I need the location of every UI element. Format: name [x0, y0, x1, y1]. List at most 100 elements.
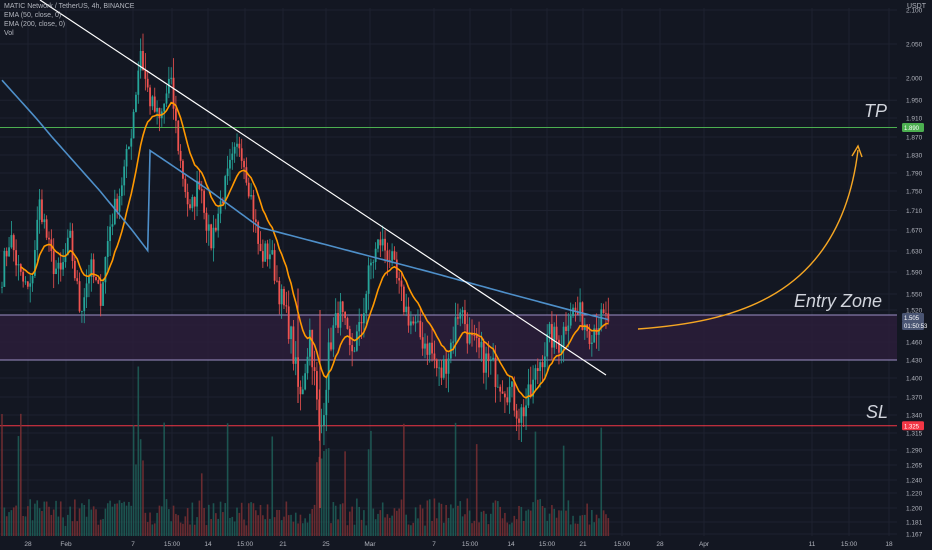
volume-bar	[102, 518, 104, 536]
vol-label[interactable]: Vol	[4, 30, 14, 37]
candle-body	[287, 306, 290, 340]
candle-body	[139, 51, 142, 71]
volume-bar	[83, 504, 86, 536]
candle-body	[588, 331, 591, 344]
candle-body	[344, 311, 346, 319]
candle-body	[468, 332, 471, 344]
candle-body	[529, 384, 532, 397]
volume-bar	[410, 525, 412, 536]
candle-body	[337, 313, 339, 328]
volume-bar	[172, 505, 175, 536]
volume-bar	[562, 445, 565, 536]
price-tick-label: 1.590	[906, 270, 923, 277]
candle-body	[109, 226, 111, 242]
candle-body	[419, 320, 422, 338]
candle-body	[304, 373, 307, 390]
price-tick-label: 1.950	[906, 98, 923, 105]
volume-bar	[276, 509, 278, 536]
volume-bar	[445, 505, 447, 536]
candle-body	[102, 282, 104, 306]
volume-bar	[273, 517, 276, 536]
volume-bar	[602, 510, 605, 536]
volume-bar	[534, 431, 537, 536]
candle-body	[464, 310, 466, 325]
candle-body	[250, 195, 252, 197]
volume-bar	[555, 517, 558, 536]
candles	[1, 33, 610, 508]
candle-body	[379, 239, 382, 246]
ema50-label[interactable]: EMA (50, close, 0)	[4, 12, 62, 19]
volume-bar	[161, 506, 163, 536]
volume-bar	[515, 519, 518, 536]
volume-bar	[158, 505, 161, 536]
candle-body	[435, 359, 438, 369]
volume-bar	[99, 519, 102, 536]
volume-bar	[522, 520, 525, 536]
price-axis[interactable]: 2.100 2.050 2.000 1.950 1.910 1.870 1.830 1.790…	[902, 8, 928, 539]
candle-body	[158, 107, 161, 119]
volume-bar	[45, 501, 48, 536]
ema200-label[interactable]: EMA (200, close, 0)	[4, 21, 66, 28]
volume-bar	[31, 520, 34, 536]
candle-body	[38, 199, 41, 220]
candle-body	[360, 322, 363, 324]
volume-bar	[388, 517, 391, 536]
volume-bar	[130, 505, 133, 536]
candle-body	[66, 237, 69, 256]
volume-bar	[219, 501, 222, 536]
volume-bar	[106, 503, 109, 536]
candle-body	[36, 219, 39, 250]
volume-bar	[586, 503, 588, 536]
candle-body	[189, 204, 191, 209]
volume-bar	[62, 517, 64, 536]
candle-body	[52, 251, 55, 275]
candle-body	[203, 190, 205, 213]
candle-body	[551, 324, 553, 348]
volume-bar	[168, 509, 170, 536]
volume-bar	[240, 502, 243, 536]
candle-body	[367, 265, 370, 294]
currency-label: USDT	[906, 3, 926, 10]
symbol-line[interactable]: MATIC Network / TetherUS, 4h, BINANCE	[4, 3, 135, 10]
volume-bar	[287, 515, 290, 536]
volume-bar	[280, 520, 283, 536]
candle-body	[17, 264, 20, 266]
candle-body	[69, 230, 72, 238]
candle-body	[539, 362, 542, 372]
price-tick-label: 1.460	[906, 340, 923, 347]
candle-body	[407, 306, 410, 326]
volume-bar	[128, 501, 130, 536]
volume-bar	[85, 516, 88, 536]
candle-body	[381, 238, 384, 246]
volume-bar	[55, 500, 57, 536]
candle-body	[433, 353, 436, 360]
candle-body	[306, 356, 309, 374]
price-tick-label: 1.790	[906, 171, 923, 178]
candle-body	[316, 371, 318, 400]
trendline	[39, 0, 607, 376]
volume-bar	[407, 524, 410, 536]
candle-body	[193, 197, 196, 207]
time-tick-label: 15:00	[539, 541, 556, 548]
candle-body	[485, 353, 487, 373]
candle-body	[153, 96, 156, 112]
time-axis[interactable]: 28 Feb 7 15:00 14 15:00 21 25 Mar 7 15:00 14 15:00 21…	[24, 541, 893, 548]
price-tick-label: 1.240	[906, 478, 923, 485]
volume-bar	[447, 517, 450, 536]
price-tick-label: 1.870	[906, 135, 923, 142]
candle-body	[76, 278, 79, 282]
candle-body	[104, 256, 107, 283]
time-tick-label: 14	[204, 541, 212, 548]
volume-bar	[245, 525, 248, 536]
volume-bar	[438, 502, 440, 536]
candle-body	[417, 320, 419, 322]
candle-body	[271, 250, 274, 255]
candle-body	[59, 262, 62, 270]
candle-body	[534, 368, 537, 380]
volume-bar	[278, 510, 281, 536]
volume-bar	[151, 524, 154, 536]
candle-body	[266, 243, 269, 260]
volume-bar	[78, 508, 81, 536]
volume-bar	[203, 508, 205, 536]
